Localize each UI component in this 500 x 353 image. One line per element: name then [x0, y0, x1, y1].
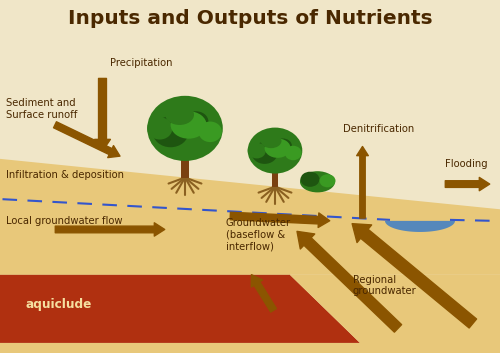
- Ellipse shape: [264, 138, 290, 158]
- Ellipse shape: [248, 143, 266, 158]
- Ellipse shape: [198, 121, 222, 142]
- Text: Precipitation: Precipitation: [110, 58, 172, 68]
- Bar: [181, 147, 189, 178]
- Ellipse shape: [165, 104, 194, 125]
- Ellipse shape: [274, 138, 292, 153]
- Text: Inputs and Outputs of Nutrients: Inputs and Outputs of Nutrients: [68, 9, 432, 28]
- Text: aquiclude: aquiclude: [25, 298, 92, 311]
- Polygon shape: [385, 221, 455, 232]
- Ellipse shape: [248, 127, 302, 174]
- Ellipse shape: [300, 172, 320, 187]
- Text: Flooding: Flooding: [445, 159, 488, 169]
- Bar: [272, 164, 278, 187]
- Text: Regional
groundwater: Regional groundwater: [352, 275, 416, 297]
- Ellipse shape: [147, 96, 223, 161]
- Ellipse shape: [147, 117, 172, 139]
- Polygon shape: [0, 343, 500, 353]
- Polygon shape: [0, 275, 360, 343]
- Polygon shape: [0, 159, 500, 275]
- Ellipse shape: [320, 174, 336, 187]
- Polygon shape: [290, 275, 500, 343]
- Text: Groundwater
(baseflow &
interflow): Groundwater (baseflow & interflow): [226, 218, 291, 251]
- Ellipse shape: [152, 116, 188, 147]
- Ellipse shape: [170, 111, 206, 139]
- Text: Local groundwater flow: Local groundwater flow: [6, 216, 122, 226]
- Text: Sediment and
Surface runoff: Sediment and Surface runoff: [6, 98, 78, 120]
- Ellipse shape: [300, 171, 335, 192]
- Ellipse shape: [183, 111, 208, 132]
- Text: Infiltration & deposition: Infiltration & deposition: [6, 170, 124, 180]
- Ellipse shape: [285, 146, 302, 160]
- Ellipse shape: [252, 142, 278, 164]
- Ellipse shape: [260, 134, 281, 148]
- Text: Denitrification: Denitrification: [342, 124, 414, 133]
